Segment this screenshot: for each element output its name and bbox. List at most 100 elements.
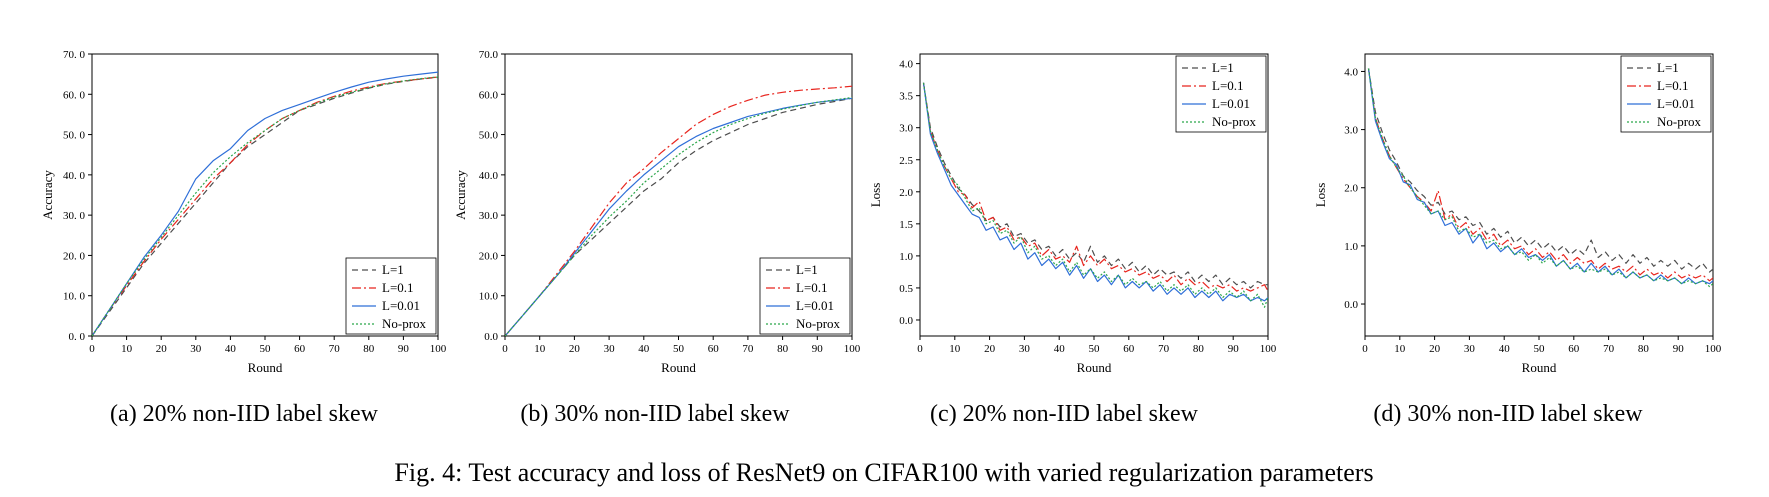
y-tick-label: 70.0	[479, 49, 499, 61]
y-axis-label: Loss	[868, 183, 883, 208]
y-tick-label: 3.5	[899, 91, 913, 103]
x-tick-label: 20	[984, 343, 996, 355]
x-tick-label: 90	[398, 343, 410, 355]
series-group	[922, 82, 1268, 308]
panel-a: 0 10 20 30 40 50 60 70 80 90 100 0. 0 10. 0 20. 0 30. …	[40, 49, 447, 375]
y-tick-label: 2.0	[1344, 183, 1358, 195]
x-tick-label: 50	[673, 343, 685, 355]
legend: L=1 L=0.1 L=0.01 No-prox	[345, 257, 437, 335]
x-tick-label: 0	[1362, 343, 1368, 355]
y-tick-label: 60. 0	[63, 89, 86, 101]
figure-caption: Fig. 4: Test accuracy and loss of ResNet…	[394, 458, 1373, 487]
x-axis-label: Round	[1522, 360, 1557, 375]
series-line-l-1	[922, 82, 1268, 289]
series-line-no-prox	[92, 76, 438, 336]
legend-label: L=1	[1212, 60, 1234, 75]
x-tick-label: 100	[1260, 343, 1277, 355]
series-line-l-0-1	[505, 85, 852, 336]
x-tick-label: 50	[1534, 343, 1546, 355]
subcaption-d: (d) 30% non-IID label skew	[1373, 401, 1643, 427]
legend-box	[1620, 55, 1712, 133]
y-tick-label: 50. 0	[63, 130, 86, 142]
y-tick-label: 0.0	[1344, 299, 1358, 311]
subcaption-c: (c) 20% non-IID label skew	[930, 401, 1199, 427]
legend-label: L=0.01	[1212, 96, 1250, 111]
x-tick-label: 90	[1228, 343, 1240, 355]
x-tick-label: 50	[1089, 343, 1101, 355]
y-tick-label: 1.0	[1344, 241, 1358, 253]
series-line-l-1	[505, 97, 852, 336]
x-tick-label: 80	[363, 343, 375, 355]
series-line-no-prox	[505, 96, 852, 336]
legend-label: No-prox	[1657, 114, 1702, 129]
y-tick-label: 4.0	[1344, 66, 1358, 78]
x-tick-label: 30	[190, 343, 202, 355]
y-tick-label: 50.0	[479, 130, 499, 142]
x-axis-label: Round	[661, 360, 696, 375]
y-tick-label: 1.5	[899, 219, 913, 231]
x-tick-label: 70	[742, 343, 754, 355]
x-tick-label: 10	[949, 343, 961, 355]
subcaption-b: (b) 30% non-IID label skew	[520, 401, 790, 427]
y-tick-label: 40. 0	[63, 170, 86, 182]
y-tick-label: 10. 0	[63, 291, 86, 303]
x-tick-label: 50	[260, 343, 272, 355]
legend-label: L=0.01	[1657, 96, 1695, 111]
series-line-l-1	[92, 76, 438, 336]
legend-label: L=0.1	[1657, 78, 1689, 93]
panel-c: 0 10 20 30 40 50 60 70 80 90 100 0.0 0.5 1.0 1.5 2.0 2.5…	[868, 53, 1277, 375]
legend-label: L=1	[382, 262, 404, 277]
x-tick-label: 0	[917, 343, 923, 355]
x-axis-label: Round	[248, 360, 283, 375]
x-tick-label: 60	[294, 343, 306, 355]
x-tick-label: 40	[1499, 343, 1511, 355]
y-axis-label: Accuracy	[40, 170, 55, 220]
x-axis-label: Round	[1077, 360, 1112, 375]
y-tick-label: 30. 0	[63, 210, 86, 222]
y-tick-label: 4.0	[899, 59, 913, 71]
y-tick-label: 0.0	[899, 315, 913, 327]
legend-label: L=0.1	[1212, 78, 1244, 93]
y-tick-label: 1.0	[899, 251, 913, 263]
subcaption-a: (a) 20% non-IID label skew	[110, 401, 379, 427]
series-line-l-0-1	[1367, 68, 1713, 282]
legend-label: L=0.1	[382, 280, 414, 295]
x-tick-label: 70	[1603, 343, 1615, 355]
x-tick-label: 10	[121, 343, 133, 355]
x-tick-label: 60	[1568, 343, 1580, 355]
x-tick-label: 40	[638, 343, 650, 355]
y-tick-label: 0. 0	[69, 331, 86, 343]
legend-label: No-prox	[796, 316, 841, 331]
panel-d: 0 10 20 30 40 50 60 70 80 90 100 0.0 1.0 2.0 3.0 4.0 Rou…	[1313, 53, 1722, 375]
series-group	[92, 71, 438, 336]
legend-label: L=1	[1657, 60, 1679, 75]
series-line-no-prox	[922, 82, 1268, 308]
series-line-l-0-01	[92, 71, 438, 336]
y-axis-label: Accuracy	[453, 170, 468, 220]
y-axis-label: Loss	[1313, 183, 1328, 208]
x-tick-label: 30	[604, 343, 616, 355]
legend-box	[1175, 55, 1267, 133]
legend: L=1 L=0.1 L=0.01 No-prox	[1620, 55, 1712, 133]
y-tick-label: 30.0	[479, 210, 499, 222]
x-tick-label: 40	[225, 343, 237, 355]
x-tick-label: 20	[156, 343, 168, 355]
y-tick-label: 0.5	[899, 283, 913, 295]
series-group	[1367, 68, 1713, 288]
legend-label: L=0.01	[796, 298, 834, 313]
legend: L=1 L=0.1 L=0.01 No-prox	[1175, 55, 1267, 133]
x-tick-label: 40	[1054, 343, 1066, 355]
x-tick-label: 70	[1158, 343, 1170, 355]
x-tick-label: 0	[89, 343, 95, 355]
series-line-l-0-01	[922, 82, 1268, 302]
legend-label: No-prox	[382, 316, 427, 331]
x-tick-label: 90	[1673, 343, 1685, 355]
series-group	[505, 85, 852, 336]
y-tick-label: 0.0	[484, 331, 498, 343]
y-tick-label: 10.0	[479, 291, 499, 303]
x-tick-label: 80	[777, 343, 789, 355]
y-tick-label: 2.5	[899, 155, 913, 167]
y-tick-label: 2.0	[899, 187, 913, 199]
y-tick-label: 70. 0	[63, 49, 86, 61]
